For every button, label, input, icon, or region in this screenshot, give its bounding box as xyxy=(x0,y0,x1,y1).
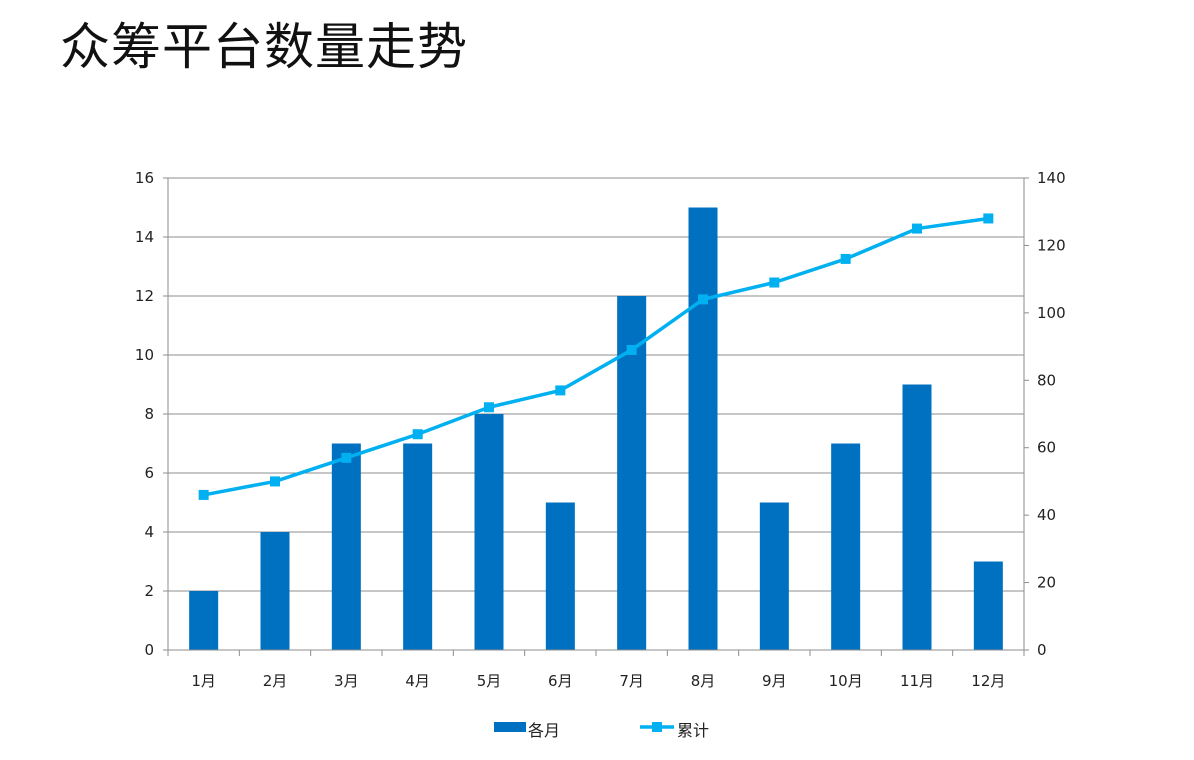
y-right-tick-label: 60 xyxy=(1037,439,1056,457)
line-series xyxy=(198,213,994,500)
x-tick-label: 2月 xyxy=(263,672,288,690)
line-point-6月 xyxy=(555,385,566,396)
x-tick-label: 9月 xyxy=(762,672,787,690)
x-tick-label: 5月 xyxy=(477,672,502,690)
y-left-tick-label: 8 xyxy=(144,405,154,423)
line-point-9月 xyxy=(769,277,780,288)
legend-label-bar: 各月 xyxy=(528,721,560,740)
bar-2月 xyxy=(260,532,290,650)
gridlines xyxy=(168,177,1024,592)
legend-label-line: 累计 xyxy=(677,721,709,740)
y-right-tick-label: 20 xyxy=(1037,574,1056,592)
bar-9月 xyxy=(759,502,789,650)
bar-8月 xyxy=(688,207,718,650)
y-left-tick-label: 0 xyxy=(144,641,154,659)
bar-11月 xyxy=(902,384,932,650)
bar-series xyxy=(189,207,1003,650)
line-point-2月 xyxy=(270,476,280,487)
x-tick-label: 12月 xyxy=(971,672,1005,690)
bar-6月 xyxy=(545,502,575,650)
y-left-tick-label: 4 xyxy=(144,523,154,541)
legend-swatch-bar xyxy=(494,722,526,732)
y-left-tick-label: 10 xyxy=(135,346,154,364)
line-point-11月 xyxy=(912,223,922,234)
y-left-tick-label: 14 xyxy=(135,228,154,246)
axes xyxy=(163,177,1029,656)
bar-3月 xyxy=(331,443,361,650)
bar-5月 xyxy=(474,414,504,650)
bar-12月 xyxy=(973,561,1003,650)
line-point-4月 xyxy=(412,429,423,440)
line-point-7月 xyxy=(626,344,637,355)
page-title: 众筹平台数量走势 xyxy=(60,18,468,76)
y-left-tick-label: 16 xyxy=(135,169,154,187)
bar-4月 xyxy=(403,443,433,650)
y-left-tick-label: 12 xyxy=(135,287,154,305)
bar-1月 xyxy=(189,591,219,650)
y-right-tick-label: 100 xyxy=(1037,304,1066,322)
x-tick-label: 1月 xyxy=(191,672,216,690)
line-point-12月 xyxy=(983,213,994,224)
legend-marker-line xyxy=(652,722,662,732)
cumulative-line xyxy=(203,216,989,497)
y-left-tick-label: 2 xyxy=(144,582,154,600)
line-point-1月 xyxy=(198,489,209,500)
y-left-tick-label: 6 xyxy=(144,464,154,482)
line-point-10月 xyxy=(840,253,851,264)
x-tick-label: 11月 xyxy=(900,672,934,690)
line-point-3月 xyxy=(341,452,352,463)
y-right-tick-label: 120 xyxy=(1037,236,1066,254)
x-tick-label: 3月 xyxy=(334,672,359,690)
line-point-5月 xyxy=(484,402,494,413)
legend: 各月 累计 xyxy=(494,721,709,740)
x-tick-label: 6月 xyxy=(548,672,573,690)
y-right-tick-label: 40 xyxy=(1037,506,1056,524)
y-right-tick-label: 140 xyxy=(1037,169,1066,187)
x-tick-label: 8月 xyxy=(691,672,716,690)
bar-10月 xyxy=(831,443,861,650)
y-right-tick-label: 0 xyxy=(1037,641,1047,659)
x-tick-label: 4月 xyxy=(405,672,430,690)
y-right-tick-label: 80 xyxy=(1037,371,1056,389)
tick-labels: 0 2 4 6 8 10 12 14 16 0 20 40 60 80 100 120 140 1月 2月 3月 4月 5… xyxy=(135,169,1066,690)
x-tick-label: 10月 xyxy=(829,672,863,690)
line-point-8月 xyxy=(698,294,708,305)
x-tick-label: 7月 xyxy=(619,672,644,690)
